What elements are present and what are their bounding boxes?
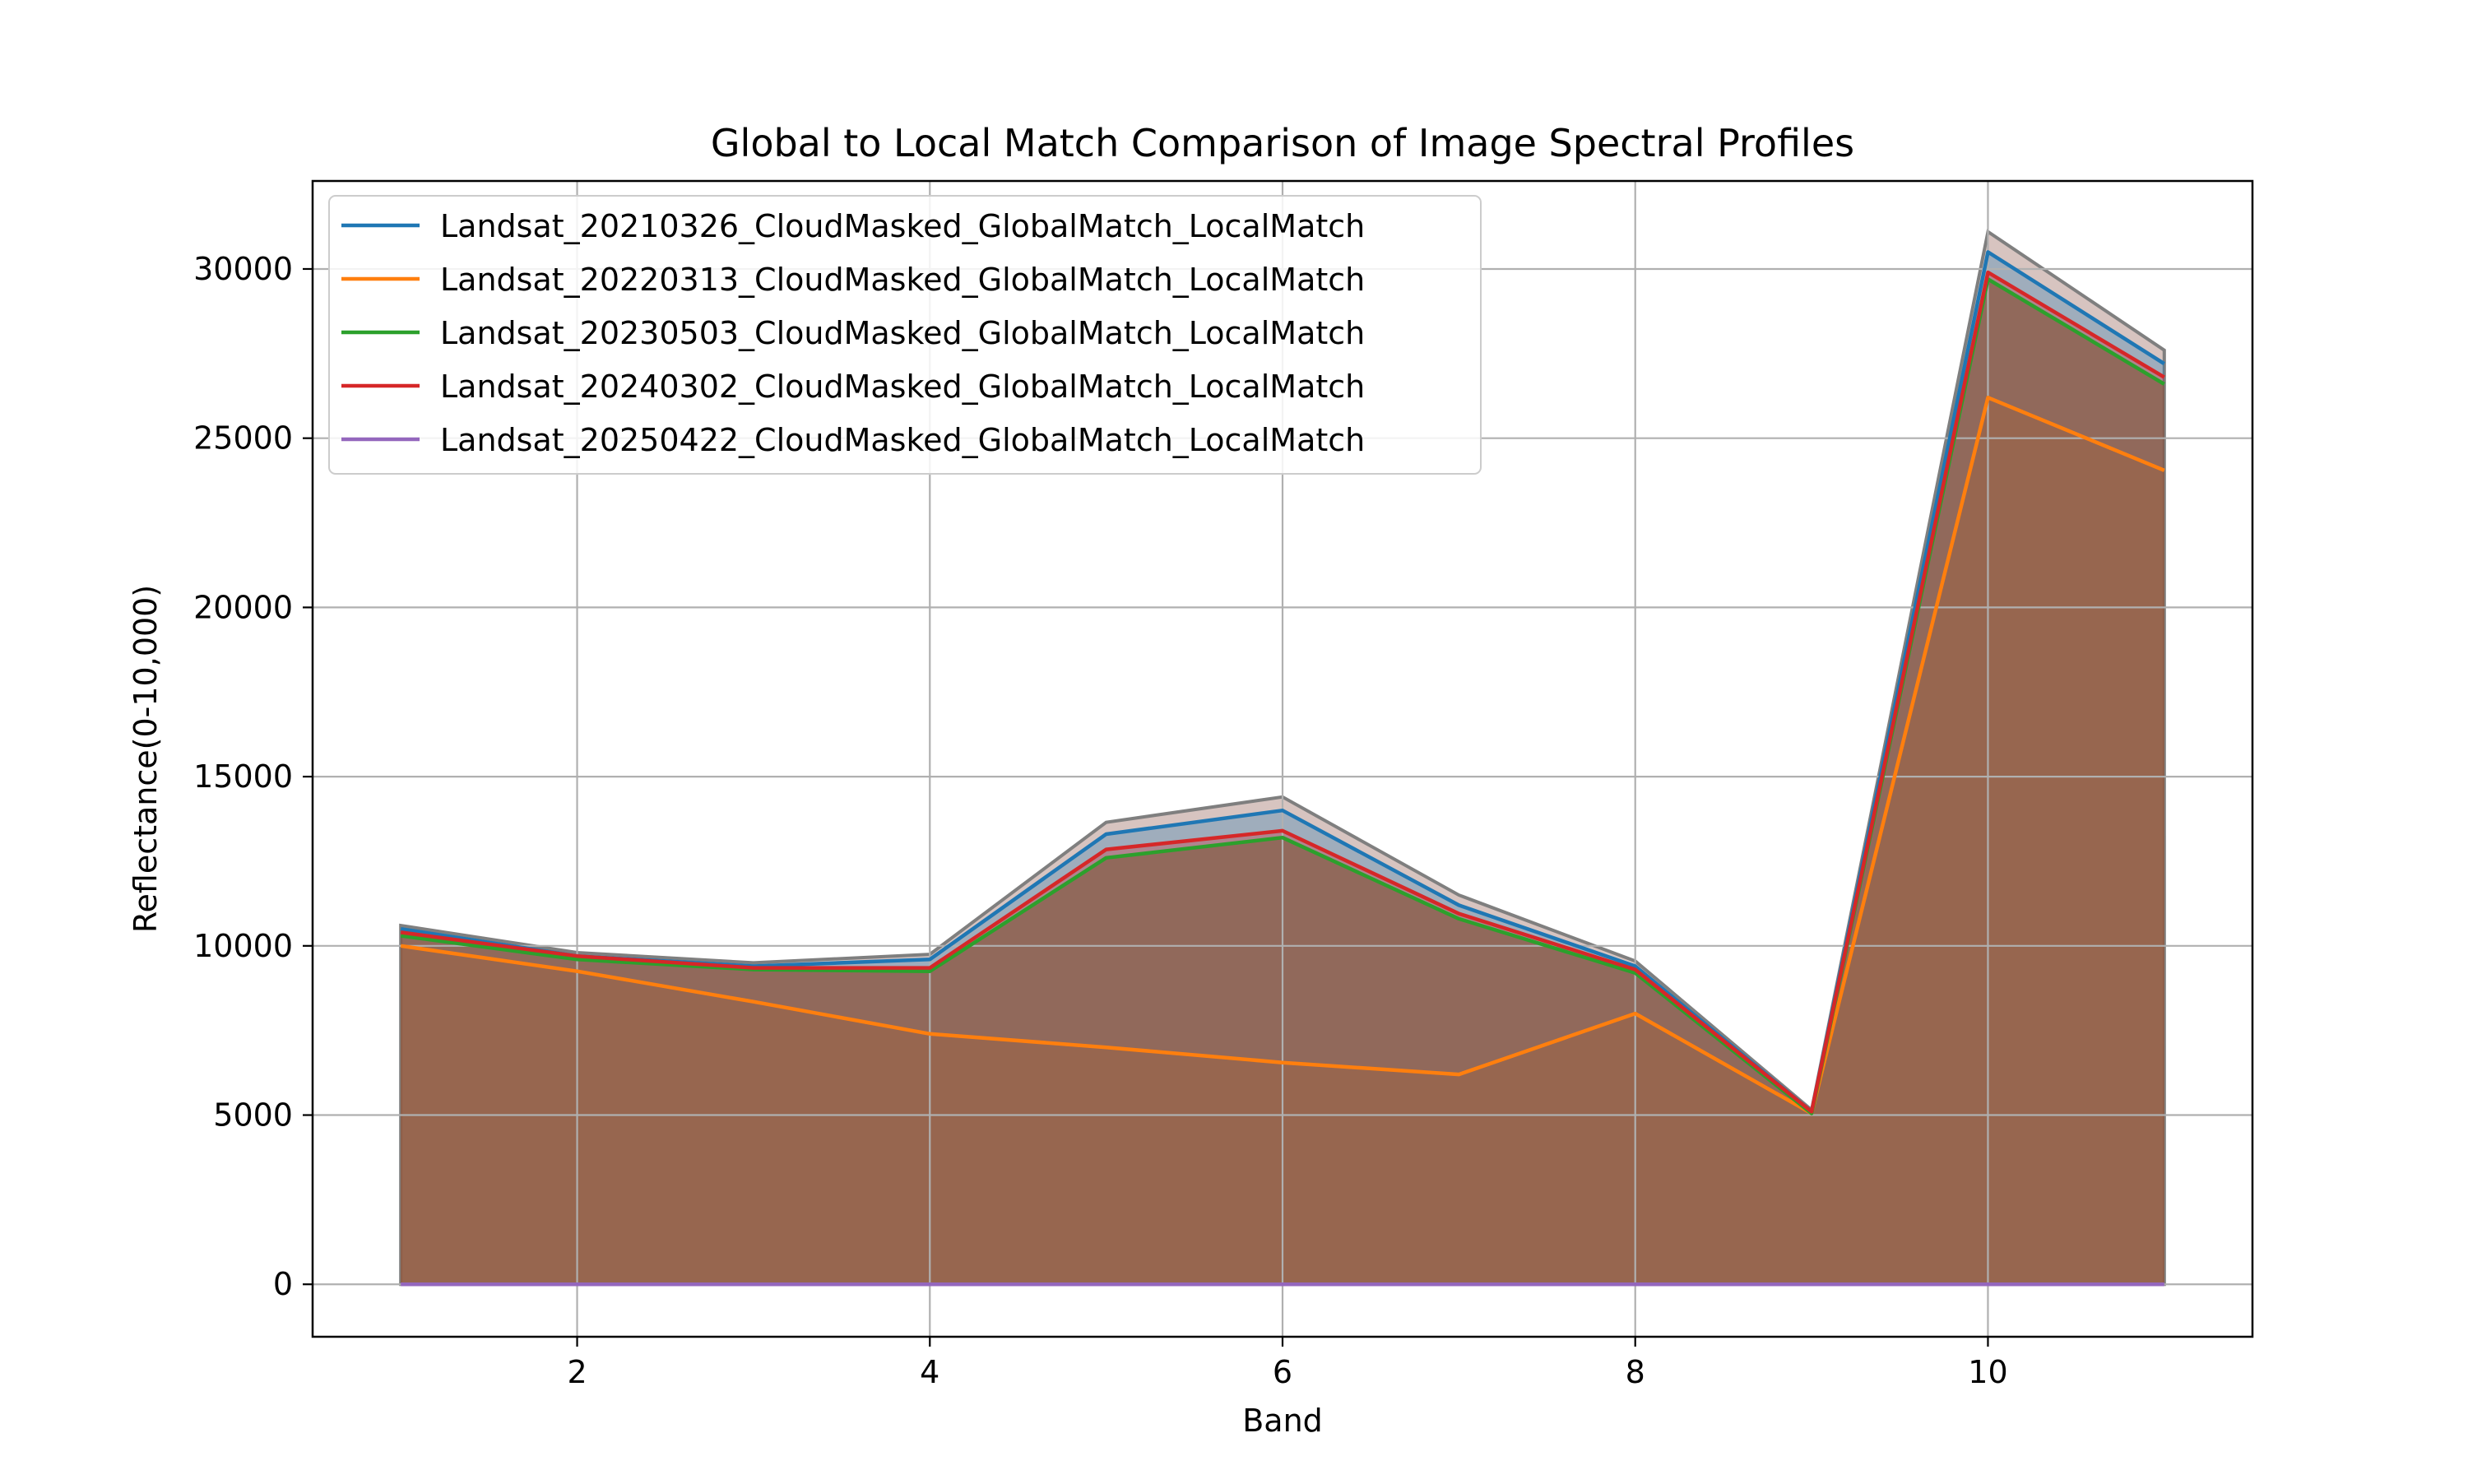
legend-label: Landsat_20210326_CloudMasked_GlobalMatch… — [440, 208, 1365, 244]
x-tick-label: 10 — [1968, 1354, 2007, 1390]
y-tick-label: 5000 — [213, 1097, 293, 1134]
y-tick-label: 25000 — [193, 420, 293, 457]
chart-title: Global to Local Match Comparison of Imag… — [711, 121, 1854, 165]
legend-label: Landsat_20230503_CloudMasked_GlobalMatch… — [440, 315, 1365, 351]
x-tick-label: 6 — [1273, 1354, 1292, 1390]
legend-label: Landsat_20250422_CloudMasked_GlobalMatch… — [440, 422, 1365, 458]
x-tick-label: 2 — [567, 1354, 587, 1390]
legend-label: Landsat_20240302_CloudMasked_GlobalMatch… — [440, 369, 1365, 405]
y-axis-label: Reflectance(0-10,000) — [128, 585, 164, 933]
y-tick-label: 10000 — [193, 928, 293, 964]
y-tick-label: 0 — [273, 1266, 293, 1302]
y-tick-label: 30000 — [193, 251, 293, 287]
y-tick-label: 20000 — [193, 589, 293, 625]
x-axis-label: Band — [1242, 1403, 1323, 1439]
y-tick-label: 15000 — [193, 758, 293, 795]
x-tick-label: 8 — [1626, 1354, 1645, 1390]
legend: Landsat_20210326_CloudMasked_GlobalMatch… — [329, 196, 1481, 474]
legend-label: Landsat_20220313_CloudMasked_GlobalMatch… — [440, 262, 1365, 298]
x-tick-label: 4 — [920, 1354, 939, 1390]
